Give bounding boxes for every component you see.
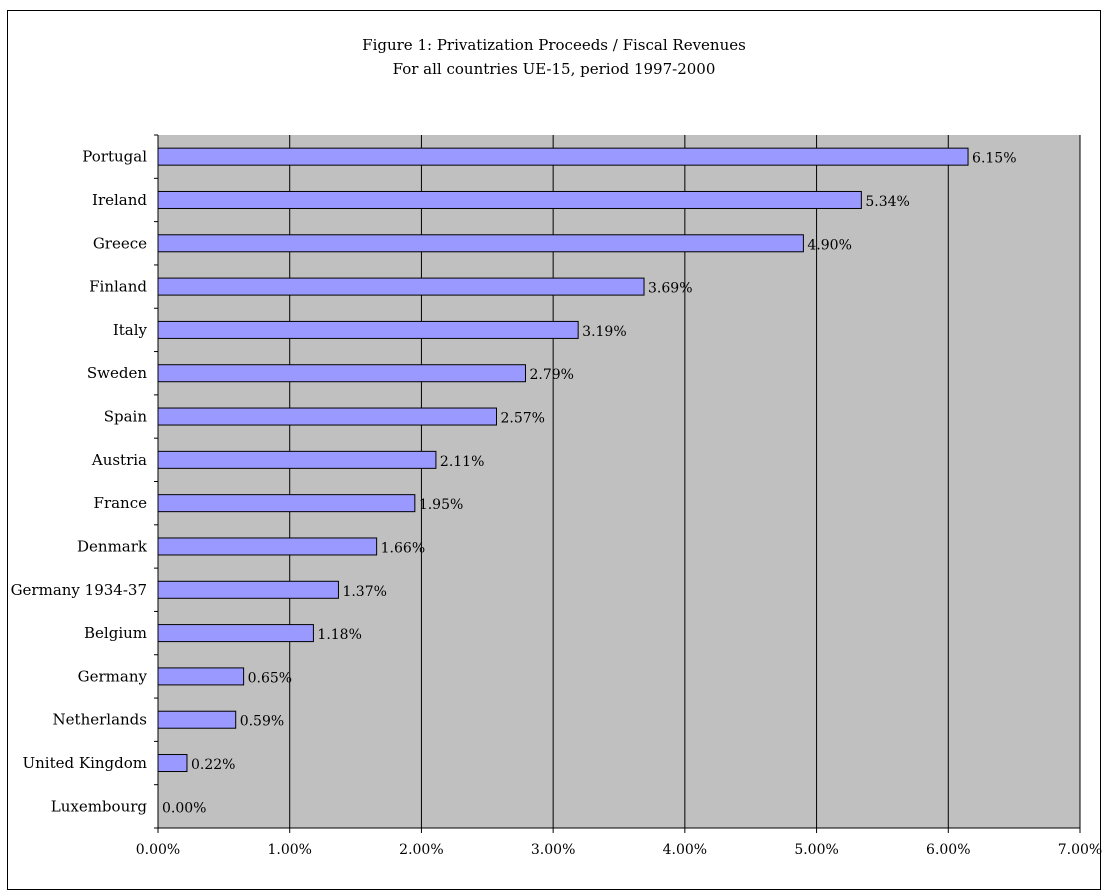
category-label: Italy [113,321,148,339]
category-label: Austria [91,451,147,469]
bars [157,147,969,773]
x-tick-label: 5.00% [794,842,838,858]
category-label: Belgium [84,624,147,642]
x-tick-label: 0.00% [136,842,180,858]
category-labels: Portugal Ireland Greece Finland Italy Sweden S… [11,148,148,816]
category-label: United Kingdom [23,754,148,772]
bar-finland [157,277,645,296]
data-label: 3.19% [582,324,626,340]
bar-united-kingdom [157,754,188,773]
bar-austria [157,450,437,469]
x-tick-labels: 0.00% 1.00% 2.00% 3.00% 4.00% 5.00% 6.00% 7.00% [136,842,1102,858]
bar-ireland [157,190,862,209]
category-label: Germany [78,667,148,685]
chart-subtitle: For all countries UE-15, period 1997-200… [393,60,716,78]
data-label: 1.66% [381,540,425,556]
x-tick-label: 6.00% [926,842,970,858]
category-label: France [94,494,148,512]
data-label: 5.34% [865,194,909,210]
data-label: 6.15% [972,151,1016,167]
data-label: 2.79% [529,367,573,383]
category-label: Greece [93,234,147,252]
category-label: Finland [89,278,147,296]
bar-italy [157,320,579,339]
bar-sweden [157,364,526,383]
category-label: Denmark [77,537,148,555]
category-label: Germany 1934-37 [11,581,147,599]
x-tick-label: 7.00% [1058,842,1102,858]
data-label: 0.59% [240,714,284,730]
x-tick-label: 4.00% [663,842,707,858]
category-label: Spain [104,408,148,426]
axes [154,134,1081,833]
data-labels: 6.15% 5.34% 4.90% 3.69% 3.19% 2.79% 2.57% 2.11%… [162,151,1017,817]
x-tick-label: 1.00% [267,842,311,858]
category-label: Ireland [92,191,147,209]
data-label: 1.37% [342,584,386,600]
data-label: 1.95% [419,497,463,513]
category-label: Netherlands [53,711,147,729]
category-label: Sweden [87,364,147,382]
x-tick-label: 3.00% [531,842,575,858]
data-label: 0.00% [162,800,206,816]
x-tick-label: 2.00% [399,842,443,858]
bar-france [157,494,416,513]
bar-germany-1934-37 [157,580,339,599]
data-label: 4.90% [807,237,851,253]
bar-greece [157,234,804,253]
bar-belgium [157,624,314,643]
data-label: 2.11% [440,454,484,470]
category-label: Portugal [82,148,147,166]
bar-spain [157,407,498,426]
data-label: 2.57% [501,411,545,427]
data-label: 0.65% [248,670,292,686]
bar-germany [157,667,245,686]
bar-netherlands [157,710,237,729]
data-label: 1.18% [317,627,361,643]
category-label: Luxembourg [51,797,148,815]
chart-title: Figure 1: Privatization Proceeds / Fisca… [362,36,746,54]
bar-portugal [157,147,969,166]
bar-denmark [157,537,378,556]
data-label: 3.69% [648,281,692,297]
data-label: 0.22% [191,757,235,773]
